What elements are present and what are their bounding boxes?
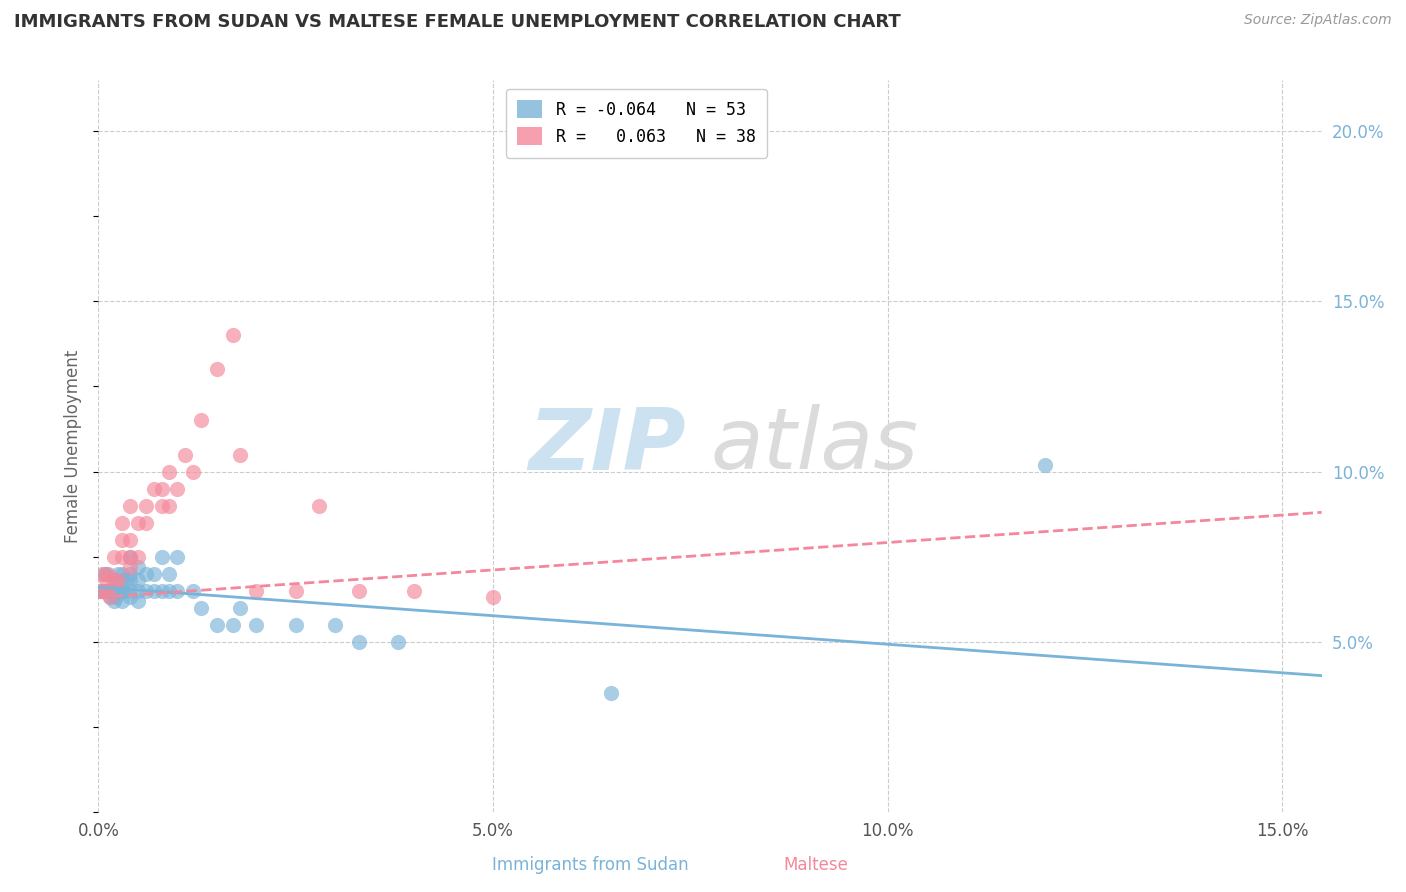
Point (111, 583, 134, 598)
Point (284, 617, 307, 632)
Point (181, 583, 204, 598)
Point (90, 583, 112, 598)
Point (98, 583, 121, 598)
Point (142, 482, 165, 496)
Point (118, 559, 141, 574)
Text: Immigrants from Sudan: Immigrants from Sudan (492, 856, 689, 874)
Point (159, 583, 181, 598)
Point (104, 583, 127, 598)
Point (98, 591, 121, 605)
Point (166, 482, 188, 496)
Point (166, 583, 188, 598)
Point (111, 549, 134, 564)
Point (127, 594, 149, 608)
Point (98, 591, 121, 605)
Point (174, 448, 197, 462)
Point (482, 591, 505, 605)
Point (127, 549, 149, 564)
Text: ZIP: ZIP (527, 404, 686, 488)
Point (118, 574, 141, 588)
Point (103, 549, 125, 564)
Point (159, 566, 181, 581)
Point (118, 499, 141, 513)
Point (96, 583, 118, 598)
Point (135, 583, 157, 598)
Point (118, 533, 141, 547)
Point (181, 465, 204, 479)
Legend: R = -0.064   N = 53, R =   0.063   N = 38: R = -0.064 N = 53, R = 0.063 N = 38 (506, 88, 768, 158)
Point (103, 574, 125, 588)
Point (190, 600, 212, 615)
Point (205, 362, 228, 376)
Point (96, 583, 118, 598)
Point (111, 533, 134, 547)
Point (111, 583, 134, 598)
Point (103, 583, 125, 598)
Point (150, 583, 173, 598)
Point (347, 634, 370, 648)
Point (93, 566, 115, 581)
Point (323, 617, 346, 632)
Y-axis label: Female Unemployment: Female Unemployment (65, 350, 83, 542)
Text: atlas: atlas (710, 404, 918, 488)
Point (159, 499, 181, 513)
Point (104, 591, 127, 605)
Point (245, 583, 267, 598)
Point (1035, 458, 1057, 472)
Text: Maltese: Maltese (783, 856, 848, 874)
Point (127, 583, 149, 598)
Point (111, 516, 134, 530)
Point (97, 583, 120, 598)
Point (135, 566, 157, 581)
Point (190, 413, 212, 427)
Point (347, 583, 370, 598)
Point (115, 574, 138, 588)
Point (135, 499, 157, 513)
Point (245, 617, 267, 632)
Point (107, 583, 129, 598)
Point (150, 549, 173, 564)
Point (600, 686, 623, 700)
Point (404, 583, 426, 598)
Text: Source: ZipAtlas.com: Source: ZipAtlas.com (1244, 13, 1392, 28)
Point (221, 617, 243, 632)
Point (150, 499, 173, 513)
Point (150, 482, 173, 496)
Point (96, 574, 118, 588)
Point (118, 549, 141, 564)
Point (96, 566, 118, 581)
Point (118, 566, 141, 581)
Text: IMMIGRANTS FROM SUDAN VS MALTESE FEMALE UNEMPLOYMENT CORRELATION CHART: IMMIGRANTS FROM SUDAN VS MALTESE FEMALE … (14, 13, 901, 31)
Point (142, 566, 165, 581)
Point (229, 600, 252, 615)
Point (166, 549, 188, 564)
Point (221, 328, 243, 343)
Point (118, 549, 141, 564)
Point (284, 583, 307, 598)
Point (127, 559, 149, 574)
Point (97, 566, 120, 581)
Point (142, 583, 165, 598)
Point (118, 583, 141, 598)
Point (205, 617, 228, 632)
Point (159, 465, 181, 479)
Point (103, 574, 125, 588)
Point (308, 499, 330, 513)
Point (96, 583, 118, 598)
Point (118, 591, 141, 605)
Point (135, 516, 157, 530)
Point (111, 594, 134, 608)
Point (127, 574, 149, 588)
Point (111, 566, 134, 581)
Point (229, 448, 252, 462)
Point (111, 574, 134, 588)
Point (127, 516, 149, 530)
Point (90, 583, 112, 598)
Point (103, 594, 125, 608)
Point (91, 566, 114, 581)
Point (387, 634, 409, 648)
Point (107, 574, 129, 588)
Point (107, 566, 129, 581)
Point (91, 583, 114, 598)
